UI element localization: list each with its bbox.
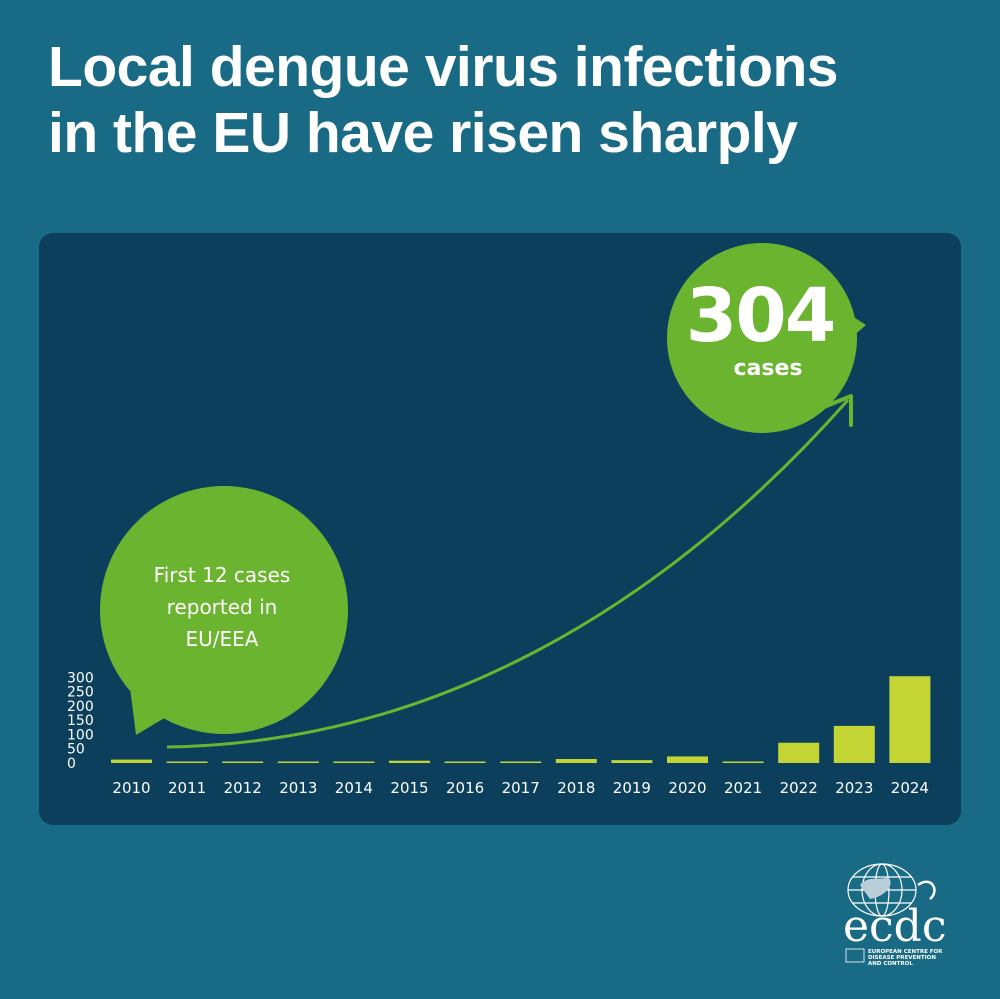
bar-2012 bbox=[222, 761, 264, 763]
y-tick-label: 50 bbox=[67, 742, 85, 758]
bar-2019 bbox=[611, 760, 653, 763]
x-tick-label: 2024 bbox=[891, 779, 929, 797]
bar-2023 bbox=[833, 725, 875, 763]
logo-tagline-3: AND CONTROL bbox=[868, 961, 913, 967]
x-tick-label: 2011 bbox=[168, 779, 206, 797]
bar-2014 bbox=[333, 761, 375, 763]
y-tick-label: 100 bbox=[67, 727, 94, 743]
bar-2015 bbox=[389, 760, 430, 763]
x-axis-ticks: 2010 2011 2012 2013 2014 2015 2016 2017 2018 2019… bbox=[112, 779, 929, 797]
callout-small-line-3: EU/EEA bbox=[186, 627, 259, 651]
x-tick-label: 2018 bbox=[557, 779, 595, 797]
headline: Local dengue virus infections in the EU … bbox=[48, 34, 839, 166]
callout-big-circle bbox=[667, 243, 857, 433]
callout-304-cases: 304 cases bbox=[667, 243, 866, 433]
x-tick-label: 2017 bbox=[502, 779, 540, 797]
x-tick-label: 2013 bbox=[279, 779, 317, 797]
bar-2022 bbox=[778, 742, 820, 763]
trend-arrow-head bbox=[822, 394, 853, 427]
x-tick-label: 2010 bbox=[112, 779, 150, 797]
bar-2016 bbox=[444, 761, 486, 763]
x-tick-label: 2020 bbox=[668, 779, 706, 797]
bar-2017 bbox=[500, 761, 542, 763]
ecdc-logo: ecdc EUROPEAN CENTRE FOR DISEASE PREVENT… bbox=[843, 863, 947, 967]
callout-big-label: cases bbox=[734, 356, 803, 381]
headline-line-1: Local dengue virus infections bbox=[48, 35, 839, 99]
x-tick-label: 2021 bbox=[724, 779, 762, 797]
x-tick-label: 2023 bbox=[835, 779, 873, 797]
chart-panel: 0 50 100 150 200 250 300 2010 2011 2012 2013 2014 2… bbox=[39, 233, 961, 825]
callout-small-pointer bbox=[129, 680, 176, 735]
callout-big-number: 304 bbox=[686, 273, 834, 359]
eu-flag-icon bbox=[845, 948, 865, 963]
y-tick-label: 250 bbox=[67, 685, 94, 701]
y-tick-label: 0 bbox=[67, 756, 76, 772]
x-tick-label: 2016 bbox=[446, 779, 484, 797]
y-tick-label: 200 bbox=[67, 699, 94, 715]
bar-2013 bbox=[277, 761, 319, 763]
x-tick-label: 2012 bbox=[224, 779, 262, 797]
logo-wordmark: ecdc bbox=[843, 901, 947, 952]
bar-2018 bbox=[555, 759, 597, 763]
x-tick-label: 2015 bbox=[390, 779, 428, 797]
x-tick-label: 2022 bbox=[780, 779, 818, 797]
bars bbox=[111, 676, 931, 763]
logo-tagline-2: DISEASE PREVENTION bbox=[868, 955, 936, 961]
headline-line-2: in the EU have risen sharply bbox=[48, 101, 798, 165]
trend-arrow-line bbox=[166, 399, 850, 749]
callout-small-circle bbox=[100, 486, 348, 734]
callout-small-line-2: reported in bbox=[167, 595, 278, 619]
bar-2010 bbox=[111, 759, 152, 763]
x-tick-label: 2019 bbox=[613, 779, 651, 797]
bar-2021 bbox=[722, 761, 764, 763]
callout-first-cases: First 12 cases reported in EU/EEA bbox=[100, 486, 348, 735]
bar-2024 bbox=[889, 676, 931, 763]
bar-2020 bbox=[667, 756, 708, 763]
callout-small-line-1: First 12 cases bbox=[154, 563, 291, 587]
bar-2011 bbox=[166, 761, 208, 763]
x-tick-label: 2014 bbox=[335, 779, 373, 797]
y-tick-label: 300 bbox=[67, 670, 94, 686]
callout-big-pointer bbox=[844, 311, 866, 344]
y-tick-label: 150 bbox=[67, 713, 94, 729]
logo-tagline-1: EUROPEAN CENTRE FOR bbox=[868, 949, 943, 955]
globe-icon bbox=[847, 863, 936, 917]
